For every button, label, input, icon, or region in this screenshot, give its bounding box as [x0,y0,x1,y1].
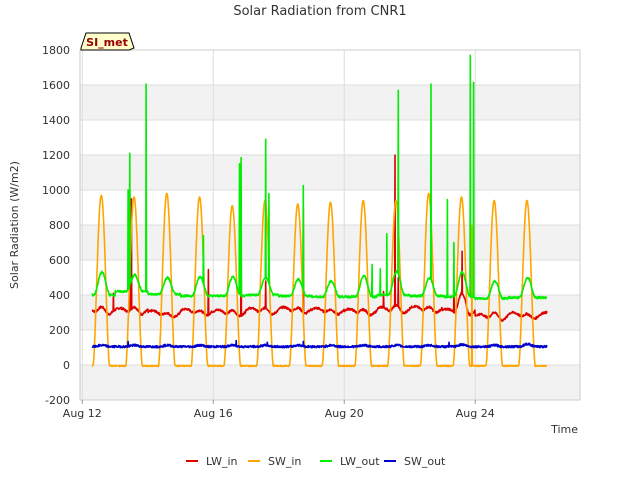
y-tick-label: 600 [49,254,70,267]
y-tick-label: 200 [49,324,70,337]
annotation-shape [80,32,135,51]
plot-band [80,155,580,190]
y-tick-label: 1400 [42,114,70,127]
legend-label: LW_in [206,455,238,468]
legend-label: SW_in [268,455,301,468]
y-tick-label: 0 [63,359,70,372]
y-axis-label: Solar Radiation (W/m2) [8,161,21,289]
annotation-label: SI_met [86,36,128,49]
x-axis-label: Time [550,423,578,436]
series-line-lw-out [91,54,548,301]
legend-label: LW_out [340,455,380,468]
y-axis-ticks: -200 0 200 400 600 800 1000 1200 1400 1600 1800 [42,44,70,407]
chart-title: Solar Radiation from CNR1 [233,4,406,19]
series-line-sw-in [91,192,548,368]
legend-label: SW_out [404,455,446,468]
x-tick-label: Aug 12 [63,407,102,420]
plot-band [80,365,580,400]
legend: LW_in SW_in LW_out SW_out [186,455,446,468]
annotation-box: SI_met [80,32,135,51]
y-tick-label: 800 [49,219,70,232]
x-tick-label: Aug 16 [194,407,233,420]
plot-frame [79,49,581,401]
series-lines [91,54,548,368]
plot-band [80,225,580,260]
x-tick-label: Aug 20 [325,407,364,420]
y-tick-label: 400 [49,289,70,302]
y-tick-label: 1800 [42,44,70,57]
series-line-sw-out [91,339,548,349]
y-tick-label: 1200 [42,149,70,162]
y-tick-label: 1600 [42,79,70,92]
x-axis-ticks: Aug 12 Aug 16 Aug 20 Aug 24 [63,400,495,420]
plot-band [80,85,580,120]
y-tick-label: 1000 [42,184,70,197]
x-tick-label: Aug 24 [456,407,495,420]
y-tick-label: -200 [45,394,70,407]
